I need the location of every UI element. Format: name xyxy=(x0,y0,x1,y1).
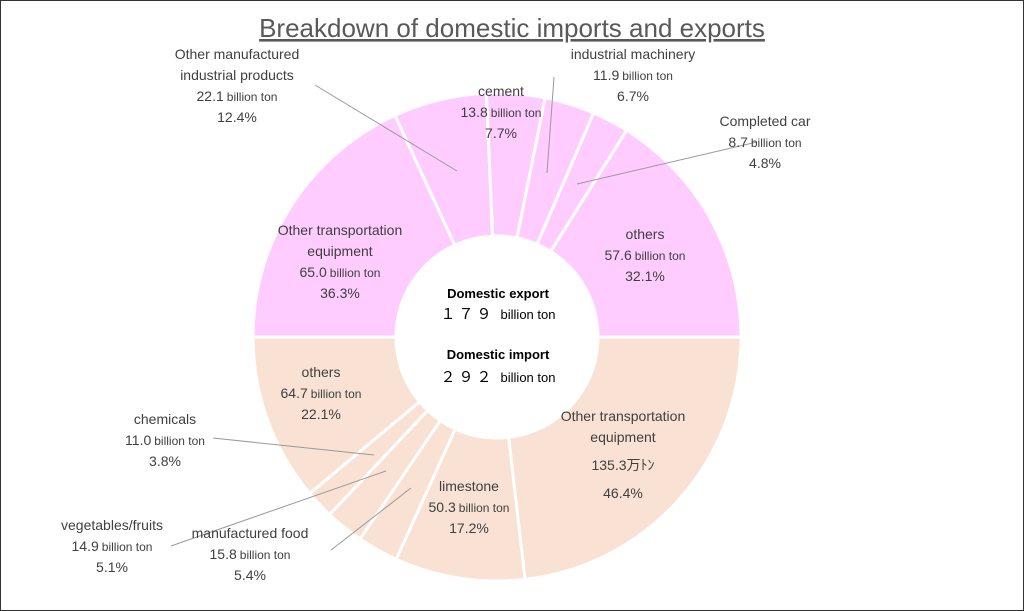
export-total-unit: billion ton xyxy=(501,307,556,322)
export-label-other-manufactured-industrial-products-value: 22.1 billion ton xyxy=(197,88,278,104)
import-label-chemicals-percent: 3.8% xyxy=(149,453,181,469)
export-label-industrial-machinery-percent: 6.7% xyxy=(617,88,649,104)
export-label-other-transportation-equipment: Other transportation equipment 65.0 billion… xyxy=(278,222,403,301)
import-total: ２９２ billion ton xyxy=(441,369,556,386)
export-label-industrial-machinery: industrial machinery 11.9 billion ton 6.7% xyxy=(571,46,696,104)
export-leader-other-manufactured-industrial-products xyxy=(314,84,458,172)
import-label-vegetables-fruits-value: 14.9 billion ton xyxy=(72,538,153,554)
export-label-completed-car: Completed car 8.7 billion ton 4.8% xyxy=(719,113,810,171)
export-leader-industrial-machinery xyxy=(546,76,555,174)
export-label-industrial-machinery-name: industrial machinery xyxy=(571,46,696,62)
import-label-other-transportation-equipment-name-line2: equipment xyxy=(590,429,655,445)
import-label-vegetables-fruits-name: vegetables/fruits xyxy=(61,517,163,533)
import-label-manufactured-food-value: 15.8 billion ton xyxy=(210,546,291,562)
import-label-limestone-value: 50.3 billion ton xyxy=(429,499,510,515)
export-label-cement-percent: 7.7% xyxy=(485,125,517,141)
import-leader-manufactured-food xyxy=(330,487,412,551)
export-label-others-percent: 32.1% xyxy=(625,268,665,284)
export-label-others: others 57.6 billion ton 32.1% xyxy=(605,226,686,284)
import-leader-vegetables-fruits xyxy=(170,470,387,547)
export-label-cement-value: 13.8 billion ton xyxy=(461,104,542,120)
export-label-other-transportation-equipment-percent: 36.3% xyxy=(320,285,360,301)
import-slice-limestone xyxy=(394,426,527,583)
import-leader-chemicals xyxy=(212,437,375,456)
export-label-other-manufactured-industrial-products-percent: 12.4% xyxy=(217,109,257,125)
import-label-others-percent: 22.1% xyxy=(301,406,341,422)
export-label-other-transportation-equipment-name-line1: Other transportation xyxy=(278,222,403,238)
export-slice-others xyxy=(548,128,743,339)
import-label-manufactured-food-percent: 5.4% xyxy=(234,567,266,583)
export-label-other-transportation-equipment-name-line2: equipment xyxy=(307,243,372,259)
export-total-value: １７９ xyxy=(441,306,495,323)
import-slice-other-transportation-equipment xyxy=(506,335,743,582)
import-label-limestone: limestone 50.3 billion ton 17.2% xyxy=(429,478,510,536)
export-label-industrial-machinery-value: 11.9 billion ton xyxy=(593,67,673,83)
import-total-value: ２９２ xyxy=(441,369,495,386)
export-label-other-manufactured-industrial-products-name-line1: Other manufactured xyxy=(175,46,300,62)
import-total-title: Domestic import xyxy=(447,347,550,362)
import-label-limestone-percent: 17.2% xyxy=(449,520,489,536)
import-label-limestone-name: limestone xyxy=(439,478,499,494)
import-label-other-transportation-equipment-percent: 46.4% xyxy=(603,485,643,501)
export-leader-completed-car xyxy=(576,141,758,185)
import-label-others-name: others xyxy=(302,364,341,380)
export-label-other-manufactured-industrial-products-name-line2: industrial products xyxy=(180,67,294,83)
export-label-completed-car-name: Completed car xyxy=(719,113,810,129)
import-label-other-transportation-equipment-name-line1: Other transportation xyxy=(561,408,686,424)
import-label-manufactured-food: manufactured food 15.8 billion ton 5.4% xyxy=(192,525,309,583)
export-label-cement-name: cement xyxy=(478,83,524,99)
import-label-chemicals-name: chemicals xyxy=(134,411,196,427)
import-label-vegetables-fruits-percent: 5.1% xyxy=(96,559,128,575)
import-label-others-value: 64.7 billion ton xyxy=(281,385,362,401)
import-label-others: others 64.7 billion ton 22.1% xyxy=(281,364,362,422)
import-label-other-transportation-equipment: Other transportation equipment 135.3万ﾄﾝ 46.… xyxy=(561,408,686,501)
center-summary: Domestic export １７９ billion ton Domestic … xyxy=(441,286,556,386)
export-label-others-name: others xyxy=(626,226,665,242)
export-label-other-manufactured-industrial-products: Other manufactured industrial products 22.… xyxy=(175,46,300,125)
export-label-others-value: 57.6 billion ton xyxy=(605,247,686,263)
import-label-manufactured-food-name: manufactured food xyxy=(192,525,309,541)
import-label-other-transportation-equipment-value: 135.3万ﾄﾝ xyxy=(591,457,654,473)
export-label-other-transportation-equipment-value: 65.0 billion ton xyxy=(300,264,381,280)
import-slice-others xyxy=(251,335,422,496)
export-label-completed-car-value: 8.7 billion ton xyxy=(728,134,801,150)
export-label-cement: cement 13.8 billion ton 7.7% xyxy=(461,83,542,141)
chart-title: Breakdown of domestic imports and export… xyxy=(259,13,765,43)
import-label-chemicals-value: 11.0 billion ton xyxy=(125,432,205,448)
import-label-chemicals: chemicals 11.0 billion ton 3.8% xyxy=(125,411,205,469)
export-slice-other-transportation-equipment xyxy=(251,113,457,339)
export-total-title: Domestic export xyxy=(447,286,550,301)
export-label-completed-car-percent: 4.8% xyxy=(749,155,781,171)
import-label-vegetables-fruits: vegetables/fruits 14.9 billion ton 5.1% xyxy=(61,517,163,575)
export-total: １７９ billion ton xyxy=(441,306,556,323)
import-total-unit: billion ton xyxy=(501,370,556,385)
